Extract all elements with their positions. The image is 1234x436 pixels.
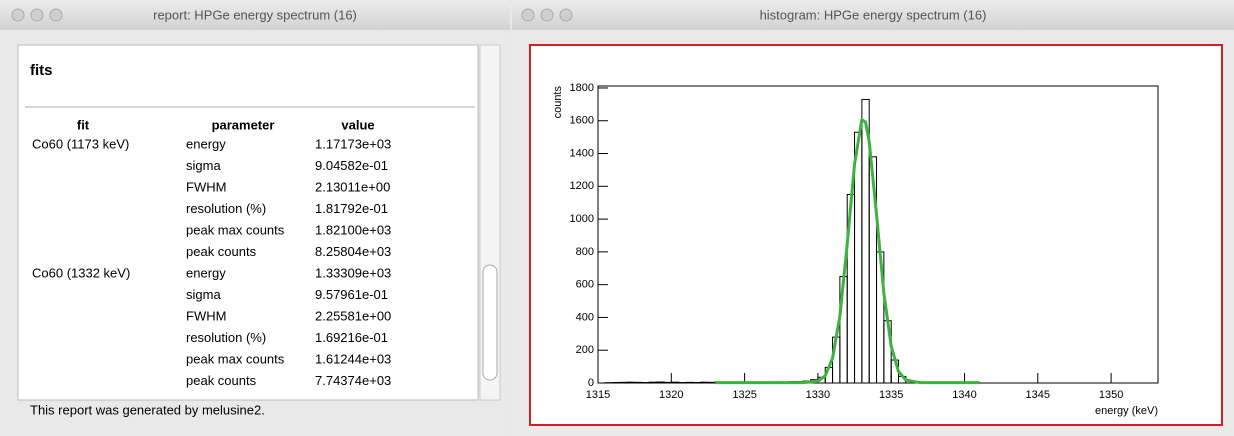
window-title: report: HPGe energy spectrum (16) <box>153 7 357 22</box>
parameter-value: 2.25581e+00 <box>315 308 391 323</box>
parameter-name: peak max counts <box>186 351 285 366</box>
histogram-bar <box>685 381 694 384</box>
histogram-bar <box>656 381 665 384</box>
parameter-value: 1.33309e+03 <box>315 265 391 280</box>
window-title: histogram: HPGe energy spectrum (16) <box>760 7 987 22</box>
y-tick-label: 1000 <box>570 213 594 225</box>
scroll-thumb[interactable] <box>482 264 498 381</box>
parameter-value: 1.82100e+03 <box>315 222 391 237</box>
parameter-name: energy <box>186 265 226 280</box>
column-header: parameter <box>212 117 275 132</box>
title-bar <box>512 0 1234 30</box>
parameter-name: resolution (%) <box>186 201 266 216</box>
y-tick-label: 400 <box>576 311 594 323</box>
report-heading: fits <box>30 62 53 79</box>
y-tick-label: 1400 <box>570 147 594 159</box>
parameter-name: peak max counts <box>186 222 285 237</box>
fit-curve <box>715 118 980 385</box>
histogram-bar <box>648 381 658 384</box>
column-header: value <box>341 117 374 132</box>
parameter-name: FWHM <box>186 179 226 194</box>
zoom-button[interactable] <box>49 8 63 22</box>
parameter-name: peak counts <box>186 373 257 388</box>
fit-name: Co60 (1332 keV) <box>32 265 130 280</box>
parameter-name: sigma <box>186 287 221 302</box>
y-axis-label: counts <box>552 86 564 119</box>
x-tick-label: 1325 <box>732 389 756 401</box>
histogram-bar <box>707 381 716 384</box>
parameter-value: 1.17173e+03 <box>315 136 391 151</box>
y-tick-label: 200 <box>576 344 594 356</box>
parameter-name: energy <box>186 136 226 151</box>
histogram-bar <box>626 381 636 384</box>
histogram-bar <box>634 381 643 384</box>
zoom-button[interactable] <box>559 8 573 22</box>
canvas <box>529 44 1223 426</box>
parameter-value: 1.61244e+03 <box>315 351 391 366</box>
x-tick-label: 1340 <box>952 389 976 401</box>
histogram-bar <box>619 381 628 384</box>
x-tick-label: 1350 <box>1099 389 1123 401</box>
x-tick-label: 1345 <box>1026 389 1050 401</box>
parameter-name: resolution (%) <box>186 330 266 345</box>
report-footer: This report was generated by melusine2. <box>30 402 265 417</box>
parameter-value: 1.81792e-01 <box>315 201 388 216</box>
histogram-bar <box>663 381 672 384</box>
fit-name: Co60 (1173 keV) <box>32 136 129 151</box>
y-tick-label: 0 <box>588 377 594 389</box>
minimize-button[interactable] <box>540 8 554 22</box>
parameter-value: 7.74374e+03 <box>315 373 391 388</box>
parameter-value: 9.04582e-01 <box>315 158 388 173</box>
parameter-value: 9.57961e-01 <box>315 287 388 302</box>
close-button[interactable] <box>521 8 535 22</box>
parameter-name: FWHM <box>186 308 226 323</box>
column-header: fit <box>77 117 90 132</box>
y-tick-label: 800 <box>576 246 594 258</box>
parameter-name: sigma <box>186 158 221 173</box>
parameter-name: peak counts <box>186 244 257 259</box>
close-button[interactable] <box>11 8 25 22</box>
x-tick-label: 1335 <box>879 389 903 401</box>
y-tick-label: 600 <box>576 279 594 291</box>
parameter-value: 2.13011e+00 <box>315 179 390 194</box>
x-axis-label: energy (keV) <box>1095 405 1158 417</box>
parameter-value: 8.25804e+03 <box>315 244 391 259</box>
x-tick-label: 1320 <box>659 389 683 401</box>
histogram-bar <box>700 381 709 384</box>
title-bar <box>0 0 510 30</box>
x-tick-label: 1315 <box>586 389 610 401</box>
y-tick-label: 1600 <box>570 115 594 127</box>
y-tick-label: 1200 <box>570 180 594 192</box>
histogram-bar <box>670 381 680 384</box>
x-tick-label: 1330 <box>806 389 830 401</box>
minimize-button[interactable] <box>30 8 44 22</box>
y-tick-label: 1800 <box>570 82 594 94</box>
report-panel <box>17 44 479 401</box>
parameter-value: 1.69216e-01 <box>315 330 388 345</box>
